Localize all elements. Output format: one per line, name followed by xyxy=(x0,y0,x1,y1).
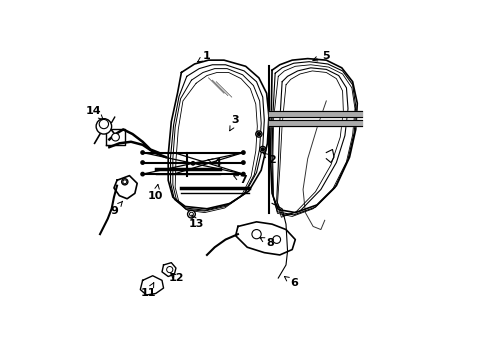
Circle shape xyxy=(96,119,112,134)
Text: 5: 5 xyxy=(313,50,330,61)
Circle shape xyxy=(260,147,266,153)
Circle shape xyxy=(261,148,264,151)
Circle shape xyxy=(141,172,145,176)
Circle shape xyxy=(112,133,120,141)
Text: 7: 7 xyxy=(234,175,247,185)
Text: 4: 4 xyxy=(208,158,222,167)
Circle shape xyxy=(191,162,195,165)
Circle shape xyxy=(123,180,127,184)
Circle shape xyxy=(273,236,281,243)
Text: 6: 6 xyxy=(284,276,298,288)
Text: 14: 14 xyxy=(86,106,103,120)
Text: 8: 8 xyxy=(260,238,274,248)
Text: 10: 10 xyxy=(148,184,164,201)
Text: 11: 11 xyxy=(140,283,156,298)
Text: 2: 2 xyxy=(263,153,276,165)
Circle shape xyxy=(141,161,145,164)
Circle shape xyxy=(99,120,108,129)
Circle shape xyxy=(188,210,196,218)
Circle shape xyxy=(167,266,173,273)
Text: 1: 1 xyxy=(197,50,211,62)
Circle shape xyxy=(242,151,245,154)
Circle shape xyxy=(256,131,262,137)
Circle shape xyxy=(122,179,128,185)
Text: 13: 13 xyxy=(189,215,204,229)
Circle shape xyxy=(252,230,261,239)
Circle shape xyxy=(141,151,145,154)
Circle shape xyxy=(242,172,245,176)
Circle shape xyxy=(190,212,194,216)
Circle shape xyxy=(242,161,245,164)
Circle shape xyxy=(257,132,260,136)
Text: 3: 3 xyxy=(230,115,240,131)
Text: 12: 12 xyxy=(168,273,184,283)
Text: 9: 9 xyxy=(110,201,122,216)
